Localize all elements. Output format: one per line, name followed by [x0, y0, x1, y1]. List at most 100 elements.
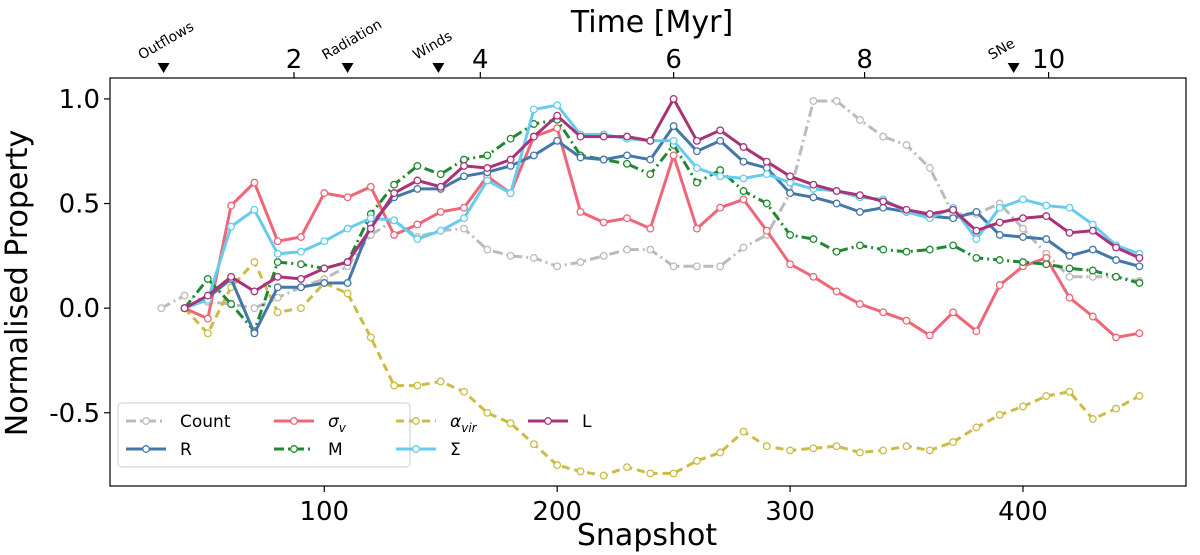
top-tick-label: 6 — [665, 45, 682, 75]
data-point-r — [809, 193, 818, 202]
data-point-m — [786, 230, 795, 239]
data-point-l — [692, 136, 701, 145]
data-point-alpha-vir — [739, 427, 748, 436]
top-axis-title: Time [Myr] — [570, 5, 733, 40]
data-point-sigma-surface — [366, 214, 375, 223]
data-point-m — [460, 155, 468, 164]
data-point-sigma-v — [273, 237, 282, 246]
event-label-radiation: Radiation — [320, 17, 385, 64]
data-point-l — [529, 132, 538, 141]
data-point-sigma-v — [623, 214, 631, 223]
data-point-alpha-vir — [786, 446, 795, 455]
legend-entry-alpha-vir: αvir — [396, 412, 478, 435]
data-point-sigma-v — [343, 193, 352, 202]
legend-entry-sigma-surface: Σ — [396, 440, 461, 460]
event-sne: SNe — [986, 36, 1020, 73]
data-point-sigma-surface — [436, 226, 445, 235]
data-point-r — [460, 172, 468, 181]
data-point-sigma-surface — [995, 203, 1004, 212]
data-point-r — [297, 283, 305, 292]
legend-marker-sigma-surface — [412, 445, 420, 453]
data-point-m — [972, 253, 981, 262]
top-tick-label: 8 — [856, 45, 873, 75]
data-point-sigma-surface — [786, 178, 795, 187]
data-point-sigma-v — [669, 151, 678, 160]
data-point-alpha-vir — [855, 448, 864, 457]
data-point-count — [180, 291, 189, 300]
data-point-count — [506, 251, 515, 260]
data-point-r — [1112, 256, 1121, 264]
data-point-sigma-surface — [460, 214, 468, 223]
legend-entry-sigma-v: σv — [274, 412, 347, 435]
data-point-l — [902, 205, 911, 214]
data-point-sigma-v — [972, 327, 981, 336]
data-point-m — [203, 274, 212, 283]
data-point-sigma-surface — [1065, 203, 1074, 212]
data-point-alpha-vir — [529, 440, 538, 449]
axes-frame — [109, 77, 1187, 487]
data-point-sigma-surface — [739, 174, 748, 183]
data-point-sigma-v — [320, 189, 329, 198]
data-point-count — [1088, 272, 1097, 281]
data-point-l — [273, 272, 282, 281]
data-point-r — [529, 151, 538, 160]
data-point-sigma-v — [739, 195, 748, 204]
event-label-sne: SNe — [986, 36, 1018, 64]
data-point-sigma-v — [832, 287, 841, 296]
data-point-r — [1135, 262, 1144, 271]
data-point-count — [1065, 272, 1074, 281]
data-point-alpha-vir — [809, 444, 818, 453]
data-point-l — [1112, 243, 1121, 252]
data-point-m — [1088, 266, 1097, 275]
legend-marker-count — [142, 417, 150, 425]
data-point-m — [879, 245, 888, 254]
event-marker-winds — [432, 63, 445, 73]
data-point-alpha-vir — [436, 377, 445, 386]
data-point-l — [297, 274, 305, 283]
data-point-l — [623, 132, 631, 141]
data-point-r — [553, 136, 562, 145]
data-point-r — [506, 161, 515, 170]
data-point-r — [1088, 245, 1097, 254]
data-point-sigma-v — [786, 260, 795, 269]
data-point-sigma-surface — [529, 105, 538, 114]
x-tick-label: 100 — [299, 497, 349, 527]
data-point-m — [809, 235, 818, 244]
legend-marker-alpha-vir — [412, 417, 420, 425]
data-point-alpha-vir — [250, 258, 259, 267]
data-point-l — [227, 272, 236, 281]
data-point-m — [1042, 260, 1051, 269]
data-point-m — [995, 256, 1004, 264]
x-tick-label: 400 — [998, 497, 1048, 527]
data-point-l — [995, 218, 1004, 227]
data-point-l — [646, 136, 655, 145]
data-point-l — [320, 264, 329, 273]
data-point-l — [949, 205, 958, 214]
data-point-count — [739, 243, 748, 252]
series-layer — [157, 94, 1144, 480]
data-point-r — [949, 214, 958, 223]
data-point-count — [646, 245, 655, 254]
data-point-sigma-v — [227, 201, 236, 210]
data-point-m — [692, 178, 701, 187]
data-point-l — [180, 304, 189, 313]
series-sigma-v — [180, 124, 1144, 342]
data-point-l — [203, 291, 212, 300]
data-point-m — [762, 199, 771, 208]
data-point-l — [250, 287, 259, 296]
data-point-sigma-v — [855, 300, 864, 308]
x-tick-label: 300 — [765, 497, 815, 527]
data-point-alpha-vir — [390, 381, 399, 390]
data-point-l — [786, 172, 795, 181]
data-point-sigma-surface — [506, 189, 515, 198]
legend-entry-count: Count — [126, 412, 231, 432]
legend-label-sigma-surface: Σ — [450, 440, 461, 460]
data-point-sigma-v — [366, 182, 375, 191]
data-point-sigma-surface — [227, 222, 236, 231]
data-point-count — [1019, 224, 1027, 233]
x-tick-label: 200 — [532, 497, 582, 527]
data-point-alpha-vir — [273, 308, 282, 317]
data-point-sigma-surface — [972, 235, 981, 244]
data-point-l — [413, 176, 422, 185]
series-line-l — [183, 97, 1141, 310]
